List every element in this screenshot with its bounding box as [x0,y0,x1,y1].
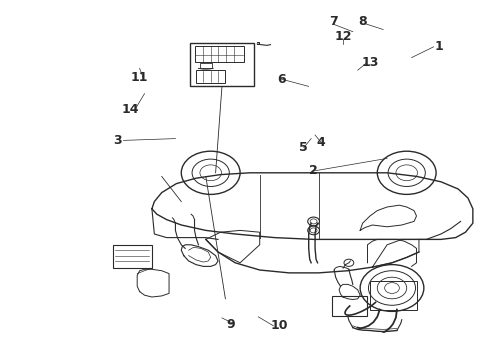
Text: 9: 9 [226,318,235,330]
Text: 12: 12 [334,30,352,42]
Text: 6: 6 [277,73,286,86]
Text: 10: 10 [270,319,288,332]
Text: 3: 3 [113,134,122,147]
Text: 7: 7 [329,15,338,28]
Text: 4: 4 [317,136,325,149]
Text: 13: 13 [361,57,379,69]
Text: 14: 14 [121,103,139,116]
Text: 11: 11 [131,71,148,84]
Text: 2: 2 [309,165,318,177]
Text: 5: 5 [299,141,308,154]
Text: 1: 1 [434,40,443,53]
Text: 8: 8 [358,15,367,28]
